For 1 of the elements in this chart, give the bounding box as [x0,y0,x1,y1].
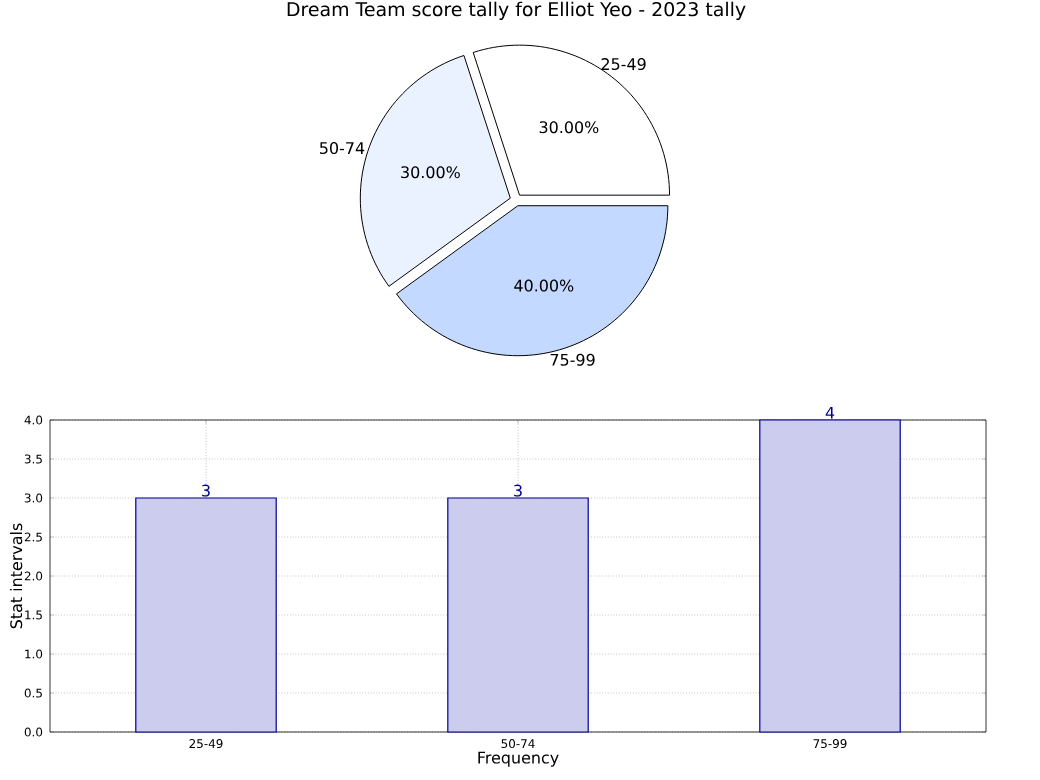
chart-title: Dream Team score tally for Elliot Yeo - 2023 tally [287,1,746,20]
